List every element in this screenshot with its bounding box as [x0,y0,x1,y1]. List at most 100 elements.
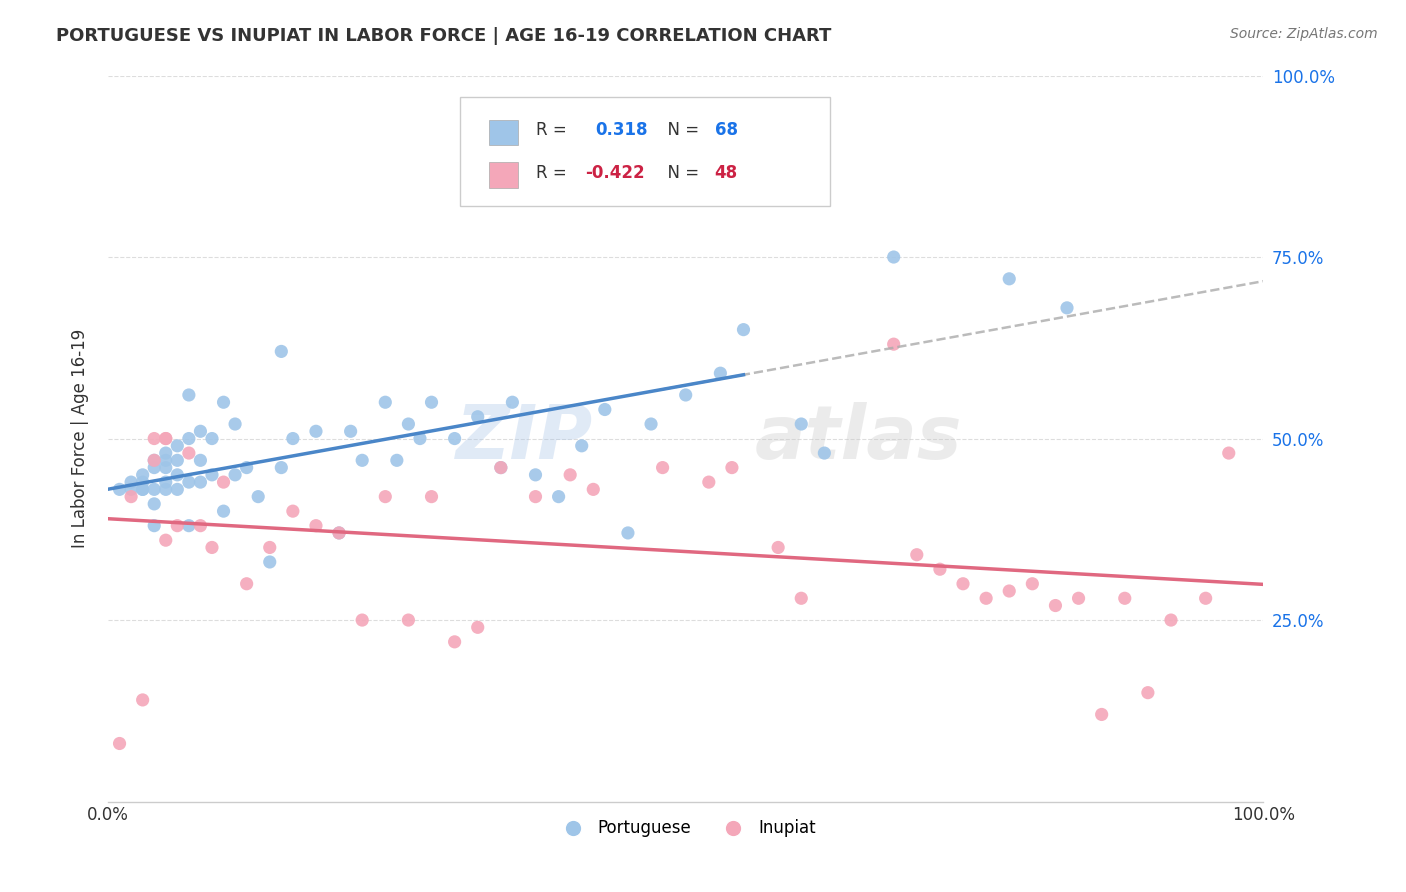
Point [270,344,292,359]
Point [721,460,744,475]
Point [1136,686,1159,700]
Point [131,483,153,497]
Point [177,475,200,489]
Point [177,518,200,533]
Point [790,417,813,431]
Point [155,432,177,446]
Point [131,467,153,482]
Point [177,388,200,402]
Point [883,337,905,351]
Point [166,518,188,533]
Point [120,475,142,489]
Point [131,483,153,497]
Y-axis label: In Labor Force | Age 16-19: In Labor Force | Age 16-19 [72,329,89,549]
Point [212,395,235,409]
Text: PORTUGUESE VS INUPIAT IN LABOR FORCE | AGE 16-19 CORRELATION CHART: PORTUGUESE VS INUPIAT IN LABOR FORCE | A… [56,27,831,45]
Text: N =: N = [657,121,704,139]
Point [790,591,813,606]
Point [813,446,835,460]
Point [374,395,396,409]
Point [108,737,131,751]
Point [998,272,1021,286]
Point [259,541,281,555]
Point [883,250,905,264]
FancyBboxPatch shape [460,97,830,206]
Point [155,453,177,467]
Point [709,366,731,380]
Point [120,483,142,497]
Point [1045,599,1067,613]
Point [905,548,928,562]
Point [201,541,224,555]
Point [651,460,673,475]
Point [524,490,547,504]
Text: -0.422: -0.422 [585,163,645,181]
Point [166,439,188,453]
Text: N =: N = [657,163,704,181]
Point [467,620,489,634]
Point [396,613,419,627]
Point [1091,707,1114,722]
Point [489,460,512,475]
Point [224,467,246,482]
Point [352,453,374,467]
Point [177,446,200,460]
Point [952,576,974,591]
Point [328,525,350,540]
Point [143,518,166,533]
FancyBboxPatch shape [489,162,519,187]
Point [305,425,328,439]
Point [374,490,396,504]
Point [396,417,419,431]
Point [155,483,177,497]
FancyBboxPatch shape [489,120,519,145]
Legend: Portuguese, Inupiat: Portuguese, Inupiat [550,813,823,844]
Point [640,417,662,431]
Text: R =: R = [536,121,576,139]
Text: ZIP: ZIP [456,402,593,475]
Point [212,475,235,489]
Point [155,475,177,489]
Point [617,525,640,540]
Point [108,483,131,497]
Point [467,409,489,424]
Point [1021,576,1043,591]
Point [1195,591,1218,606]
Point [352,613,374,627]
Point [547,490,569,504]
Point [143,432,166,446]
Point [281,432,304,446]
Point [928,562,950,576]
Text: Source: ZipAtlas.com: Source: ZipAtlas.com [1230,27,1378,41]
Point [166,483,188,497]
Point [201,432,224,446]
Point [247,490,270,504]
Point [675,388,697,402]
Point [190,518,212,533]
Point [143,483,166,497]
Text: 48: 48 [714,163,738,181]
Point [143,460,166,475]
Point [155,460,177,475]
Point [501,395,523,409]
Point [420,395,443,409]
Point [524,467,547,482]
Point [201,467,224,482]
Point [560,467,582,482]
Point [270,460,292,475]
Point [409,432,432,446]
Point [155,432,177,446]
Point [131,693,153,707]
Point [339,425,361,439]
Point [443,432,465,446]
Text: 0.318: 0.318 [596,121,648,139]
Point [974,591,997,606]
Point [1114,591,1136,606]
Point [697,475,720,489]
Point [235,576,257,591]
Point [998,584,1021,599]
Point [166,467,188,482]
Point [489,460,512,475]
Point [1056,301,1078,315]
Point [143,497,166,511]
